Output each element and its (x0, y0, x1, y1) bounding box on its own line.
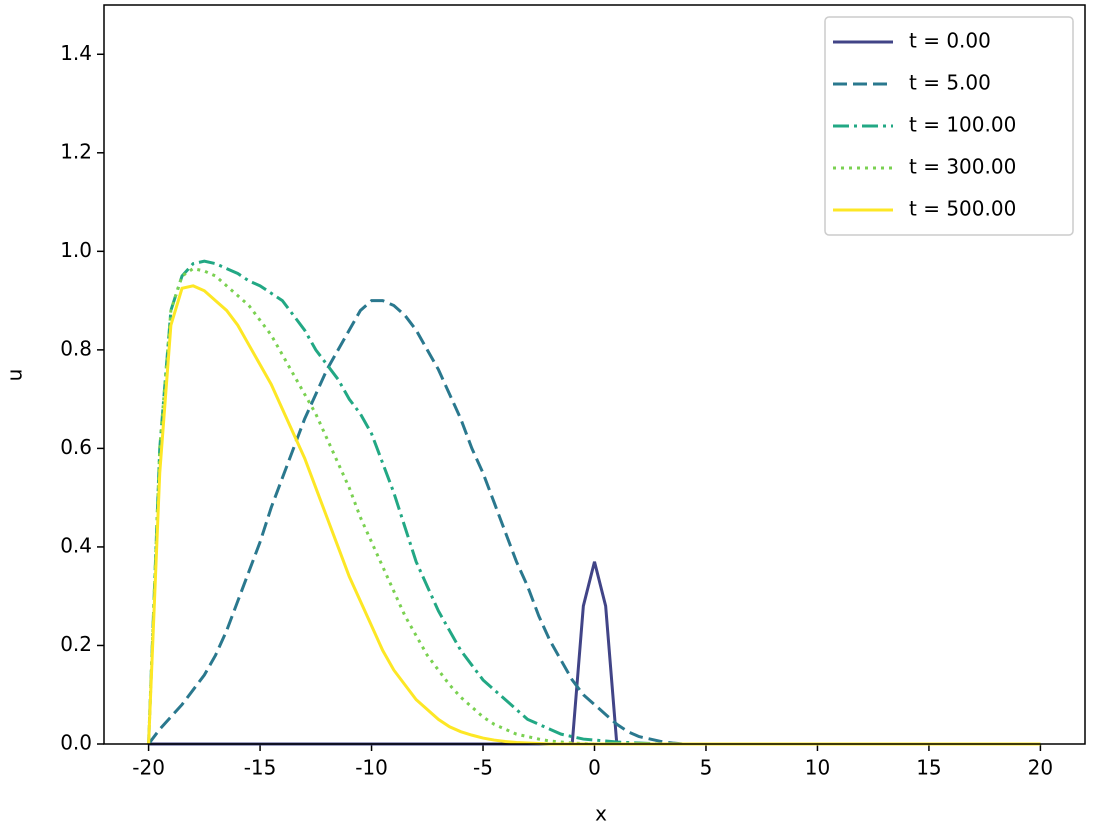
legend-label: t = 0.00 (909, 29, 991, 53)
y-tick-label: 0.4 (60, 533, 92, 557)
y-tick-label: 1.0 (60, 238, 92, 262)
y-tick-label: 0.8 (60, 336, 92, 360)
series-line (147, 266, 1041, 746)
y-tick-label: 1.4 (60, 41, 92, 65)
x-tick-label: 15 (916, 756, 941, 780)
x-tick-label: -10 (355, 756, 388, 780)
x-axis-label: x (595, 802, 607, 826)
x-tick-label: 0 (588, 756, 601, 780)
x-tick-label: -20 (132, 756, 165, 780)
y-axis-label: u (3, 369, 27, 382)
legend: t = 0.00 t = 5.00 t = 100.00 t = 300.00 t = … (824, 16, 1074, 236)
legend-box (824, 16, 1074, 236)
series-line (147, 299, 1041, 746)
series-line (147, 259, 1041, 746)
x-tick-label: 5 (700, 756, 713, 780)
x-tick-label: -15 (244, 756, 277, 780)
legend-label: t = 100.00 (909, 113, 1016, 137)
y-tick-label: 0.0 (60, 731, 92, 755)
x-tick-label: -5 (473, 756, 493, 780)
plot-frame (103, 4, 1086, 745)
legend-label: t = 500.00 (909, 197, 1016, 221)
series-line (147, 284, 1041, 746)
series-line (148, 561, 1041, 746)
y-tick-label: 0.6 (60, 435, 92, 459)
legend-label: t = 5.00 (909, 71, 991, 95)
x-tick-label: 10 (805, 756, 830, 780)
y-tick-label: 1.2 (60, 139, 92, 163)
y-tick-label: 0.2 (60, 632, 92, 656)
x-tick-label: 20 (1028, 756, 1053, 780)
legend-label: t = 300.00 (909, 155, 1016, 179)
